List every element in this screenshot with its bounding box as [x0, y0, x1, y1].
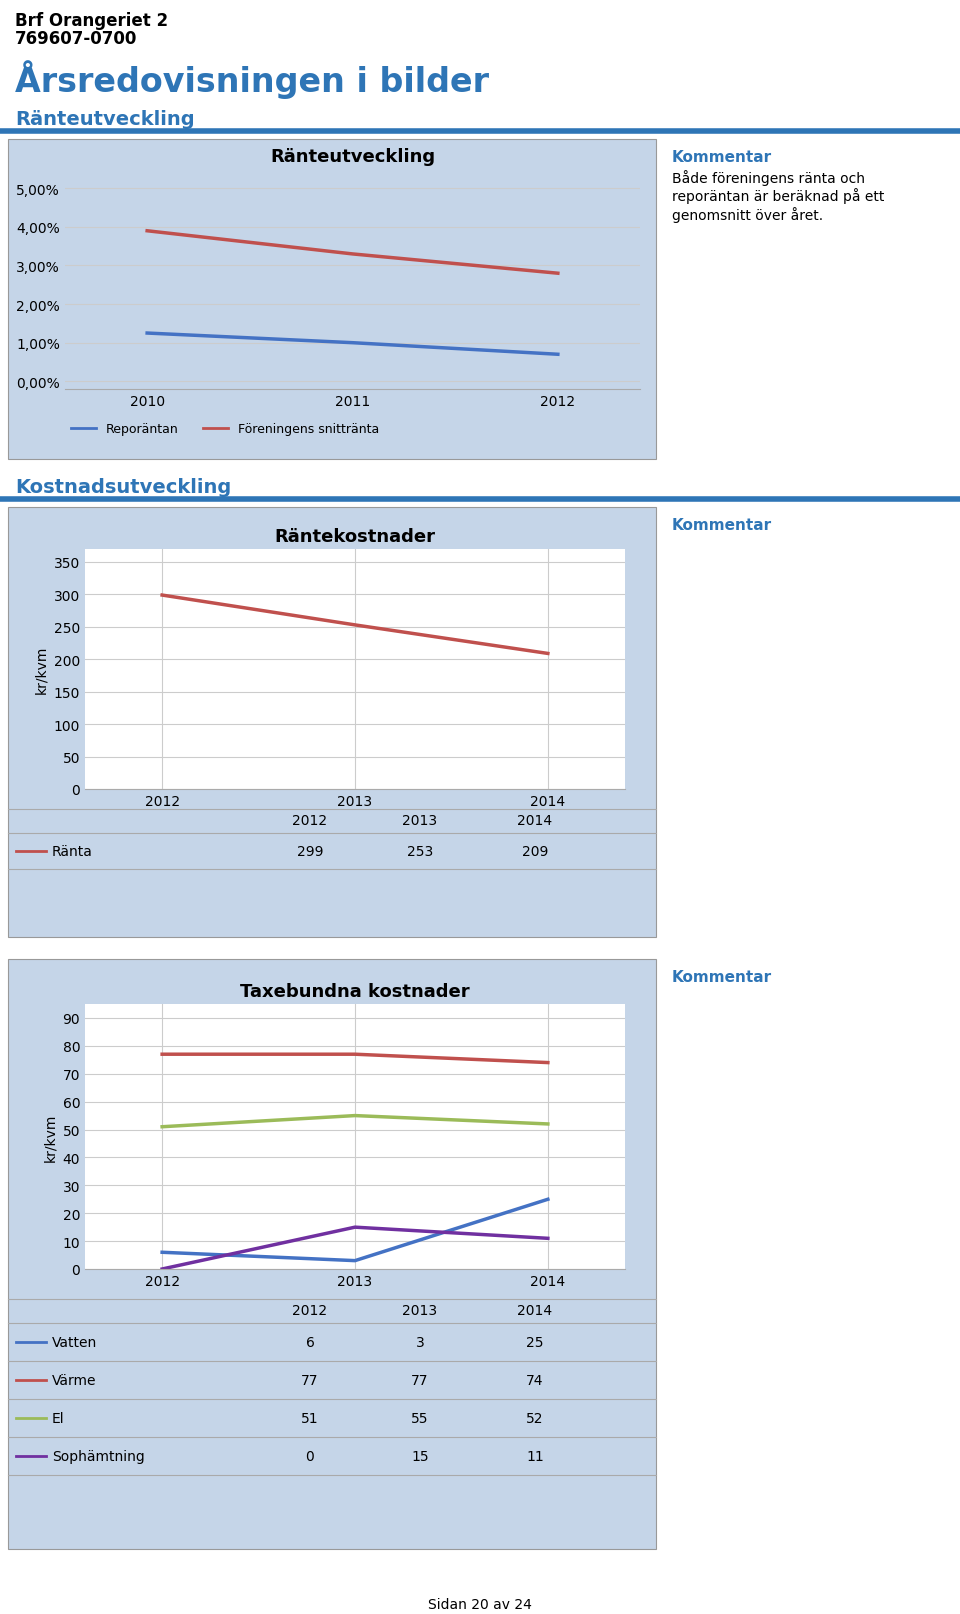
Text: Ränta: Ränta	[52, 844, 93, 859]
Text: 15: 15	[411, 1449, 429, 1464]
Text: Värme: Värme	[52, 1374, 97, 1386]
Title: Ränteutveckling: Ränteutveckling	[270, 147, 435, 166]
Bar	[8, 140, 656, 460]
Text: 55: 55	[411, 1411, 429, 1425]
Text: 253: 253	[407, 844, 433, 859]
Text: 2012: 2012	[293, 1302, 327, 1317]
Text: Vatten: Vatten	[52, 1335, 97, 1349]
Text: Årsredovisningen i bilder: Årsredovisningen i bilder	[15, 60, 489, 98]
Bar	[8, 508, 656, 938]
Text: 77: 77	[301, 1374, 319, 1386]
Text: El: El	[52, 1411, 64, 1425]
Text: 77: 77	[411, 1374, 429, 1386]
Text: 2014: 2014	[517, 1302, 553, 1317]
Text: 0: 0	[305, 1449, 314, 1464]
Text: Sidan 20 av 24: Sidan 20 av 24	[428, 1596, 532, 1611]
Text: Både föreningens ränta och
reporäntan är beräknad på ett
genomsnitt över året.: Både föreningens ränta och reporäntan är…	[672, 169, 884, 223]
Text: 74: 74	[526, 1374, 543, 1386]
Text: Kostnadsutveckling: Kostnadsutveckling	[15, 478, 231, 497]
Text: Ränteutveckling: Ränteutveckling	[15, 110, 195, 129]
Text: Kommentar: Kommentar	[672, 518, 772, 533]
Text: Kommentar: Kommentar	[672, 970, 772, 985]
Text: 25: 25	[526, 1335, 543, 1349]
Text: Brf Orangeriet 2: Brf Orangeriet 2	[15, 11, 168, 31]
Text: 2013: 2013	[402, 1302, 438, 1317]
Text: 6: 6	[305, 1335, 315, 1349]
Y-axis label: kr/kvm: kr/kvm	[35, 646, 48, 694]
Title: Räntekostnader: Räntekostnader	[275, 528, 436, 546]
Text: 2013: 2013	[402, 813, 438, 828]
Text: 299: 299	[297, 844, 324, 859]
Y-axis label: kr/kvm: kr/kvm	[43, 1112, 57, 1160]
Text: 11: 11	[526, 1449, 544, 1464]
Text: 209: 209	[522, 844, 548, 859]
Text: 3: 3	[416, 1335, 424, 1349]
Text: Sophämtning: Sophämtning	[52, 1449, 145, 1464]
Bar	[8, 959, 656, 1549]
Legend: Reporäntan, Föreningens snittränta: Reporäntan, Föreningens snittränta	[65, 418, 385, 441]
Text: 769607-0700: 769607-0700	[15, 31, 137, 48]
Title: Taxebundna kostnader: Taxebundna kostnader	[240, 981, 469, 1001]
Text: 2012: 2012	[293, 813, 327, 828]
Text: 2014: 2014	[517, 813, 553, 828]
Text: 52: 52	[526, 1411, 543, 1425]
Text: Kommentar: Kommentar	[672, 150, 772, 165]
Text: 51: 51	[301, 1411, 319, 1425]
